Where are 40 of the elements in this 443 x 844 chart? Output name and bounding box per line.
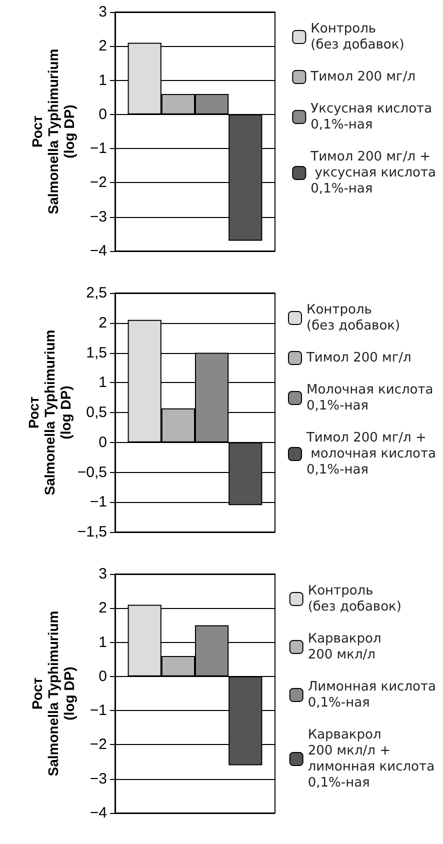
y-tick-label: −0,5 [77, 464, 107, 481]
legend-label: Молочная кислота 0,1%-ная [306, 382, 434, 414]
y-tick-label: 1 [98, 72, 107, 89]
y-tick-label: 0,5 [86, 404, 107, 421]
y-axis-title: Рост Salmonella Typhimurium (log DP) [29, 610, 77, 776]
y-tick-label: 0 [98, 668, 107, 685]
legend-label: Тимол 200 мг/л [305, 350, 412, 366]
y-tick-label: 2 [98, 38, 107, 55]
y-tick-label: 1 [98, 634, 107, 651]
legend-label: Карвакрол 200 мкл/л [308, 632, 382, 662]
y-tick-label: −1,5 [77, 524, 107, 540]
y-tick-label: 3 [98, 566, 107, 582]
y-tick-label: 2 [98, 600, 107, 617]
y-tick-label: −1 [90, 140, 107, 158]
y-tick-label: −1 [90, 494, 107, 511]
y-tick-label: 1 [98, 374, 107, 392]
y-tick-label: 0 [98, 106, 107, 123]
y-tick-label: −4 [90, 242, 107, 260]
y-tick-label: 1,5 [86, 344, 107, 362]
y-tick-label: 0 [98, 434, 107, 451]
legend-label: Контроль (без добавок) [306, 302, 400, 334]
legend-label: Карвакрол 200 мкл/л + лимонная кислота 0,1%-ная [308, 728, 435, 790]
y-tick-label: 2 [98, 314, 107, 332]
y-tick-label: −2 [90, 174, 107, 192]
legend-label: Тимол 200 мг/л + уксусная кислота 0,1%-ная [310, 150, 436, 196]
y-tick-label: −1 [90, 702, 107, 720]
y-tick-label: −3 [90, 208, 107, 226]
y-tick-label: 2,5 [86, 284, 107, 302]
legend-label: Контроль (без добавок) [308, 584, 402, 614]
y-tick-label: −3 [90, 770, 107, 788]
y-tick-label: 3 [98, 4, 107, 20]
y-axis-title: Рост Salmonella Typhimurium (log DP) [29, 48, 77, 214]
legend-label: Уксусная кислота 0,1%-ная [310, 102, 432, 132]
y-tick-label: −4 [90, 804, 107, 822]
legend-label: Контроль (без добавок) [310, 22, 404, 52]
legend-label: Тимол 200 мг/л + молочная кислота 0,1%-ная [305, 430, 436, 478]
y-tick-label: −2 [90, 736, 107, 754]
legend-label: Тимол 200 мг/л [310, 70, 416, 84]
legend-label: Лимонная кислота 0,1%-ная [308, 680, 436, 710]
y-axis-title: Рост Salmonella Typhimurium (log DP) [25, 330, 74, 496]
